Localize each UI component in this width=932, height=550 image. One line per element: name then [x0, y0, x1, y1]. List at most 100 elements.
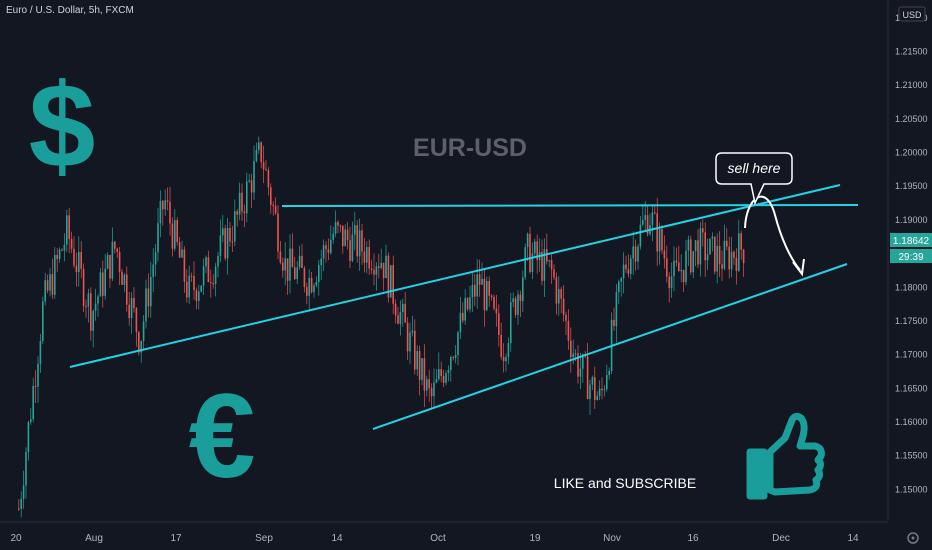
candle-body: [476, 274, 478, 297]
candle-body: [426, 379, 428, 391]
candle-body: [409, 332, 411, 352]
gear-icon[interactable]: [907, 532, 919, 544]
candle-body: [320, 258, 322, 266]
candle-body: [474, 284, 476, 297]
candle-body: [363, 251, 366, 263]
candle-body: [94, 303, 97, 311]
candle-body: [728, 246, 730, 270]
candle-body: [644, 215, 646, 220]
last-price-label: [890, 233, 932, 247]
candle-body: [188, 275, 190, 298]
candle-body: [490, 295, 493, 297]
candle-body: [214, 266, 217, 285]
upper-channel-line[interactable]: [69, 184, 841, 368]
candle-body: [622, 264, 625, 279]
candle-body: [721, 264, 723, 269]
candle-body: [512, 298, 514, 303]
candle-body: [274, 205, 277, 214]
candle-body: [663, 250, 666, 259]
candle-body: [627, 269, 630, 274]
candle-body: [75, 265, 78, 273]
candle-body: [524, 247, 526, 278]
candle-body: [438, 369, 440, 380]
candle-body: [658, 228, 661, 252]
candle-body: [430, 388, 433, 397]
candle-body: [548, 260, 550, 262]
candle-body: [162, 201, 164, 210]
candle-body: [111, 241, 114, 279]
candle-body: [555, 277, 558, 304]
time-axis[interactable]: 20 Aug 17 Sep 14 Oct 19 Nov 16 Dec 14: [0, 521, 888, 544]
candle-body: [553, 269, 555, 278]
candle-body: [445, 373, 447, 383]
candle-body: [90, 293, 92, 331]
time-tick: 19: [529, 533, 541, 544]
sell-here-callout[interactable]: sell here: [715, 152, 793, 206]
candle-body: [87, 293, 90, 307]
candle-body: [382, 262, 385, 279]
candle-body: [22, 485, 25, 499]
candle-body: [330, 239, 332, 253]
euro-icon: €: [189, 369, 256, 503]
candle-body: [541, 251, 543, 281]
candle-body: [78, 251, 80, 273]
candle-body: [229, 227, 231, 242]
trendlines[interactable]: [69, 184, 859, 430]
candle-body: [507, 343, 510, 358]
candle-body: [284, 258, 286, 271]
time-tick: 14: [331, 533, 343, 544]
candle-body: [630, 258, 632, 274]
candle-body: [27, 422, 30, 453]
candle-body: [726, 240, 728, 247]
price-axis[interactable]: 1.220001.215001.210001.205001.200001.195…: [887, 0, 932, 520]
currency-badge[interactable]: [898, 6, 926, 22]
candle-body: [200, 285, 202, 292]
candle-body: [670, 276, 673, 289]
candle-body: [294, 267, 296, 279]
candle-body: [135, 308, 138, 332]
price-tick: 1.15000: [895, 484, 928, 494]
candle-body: [20, 498, 22, 509]
candle-body: [685, 250, 687, 283]
candle-body: [423, 358, 426, 391]
candle-body: [404, 303, 406, 323]
candle-body: [596, 395, 598, 400]
candle-body: [478, 274, 481, 285]
candle-body: [608, 370, 610, 376]
candle-body: [277, 213, 279, 252]
candle-body: [128, 304, 130, 319]
candle-body: [464, 298, 466, 321]
lower-channel-line[interactable]: [372, 263, 848, 430]
candle-body: [526, 233, 529, 248]
candle-body: [570, 340, 572, 358]
horizontal-resistance-line[interactable]: [281, 204, 859, 207]
candle-body: [186, 281, 188, 298]
like-subscribe-text: LIKE and SUBSCRIBE: [554, 475, 696, 491]
candle-body: [574, 353, 577, 355]
candle-body: [440, 369, 442, 376]
candle-body: [325, 245, 327, 250]
candle-body: [488, 281, 490, 296]
candle-body: [661, 228, 663, 251]
symbol-title[interactable]: Euro / U.S. Dollar, 5h, FXCM: [6, 5, 134, 16]
candle-body: [106, 255, 109, 269]
candle-body: [733, 251, 735, 258]
candle-body: [138, 331, 140, 353]
candle-body: [102, 272, 104, 296]
candle-body: [699, 228, 702, 265]
candle-body: [594, 377, 596, 400]
candle-body: [457, 332, 459, 356]
candle-body: [66, 215, 68, 245]
candle-body: [97, 296, 99, 304]
candle-body: [210, 281, 212, 284]
candle-body: [601, 388, 603, 391]
candle-body: [226, 227, 229, 259]
candle-body: [692, 251, 694, 273]
candle-body: [169, 201, 171, 224]
candle-body: [615, 292, 618, 327]
candle-body: [694, 240, 697, 252]
candle-body: [147, 288, 150, 307]
price-tick: 1.17000: [895, 350, 928, 360]
candle-body: [390, 265, 392, 298]
